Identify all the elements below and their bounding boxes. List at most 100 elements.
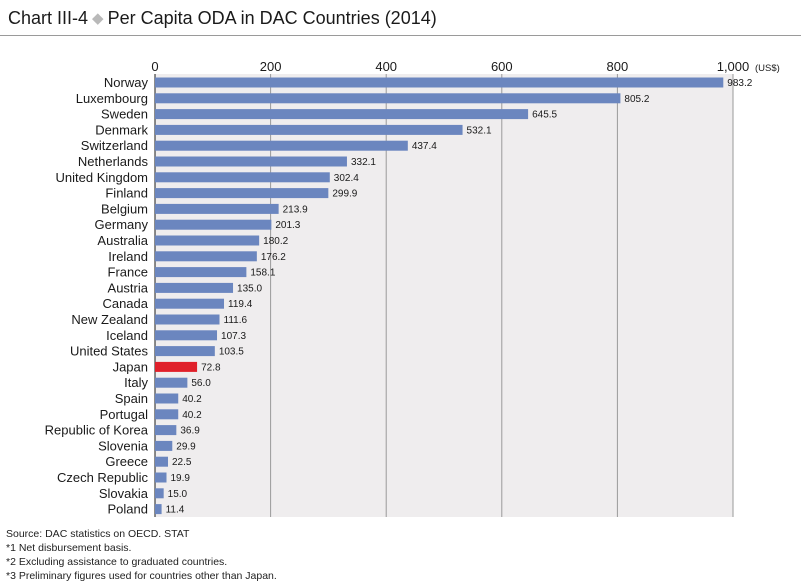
value-label: 22.5 [172, 457, 192, 468]
value-label: 437.4 [412, 141, 437, 152]
category-label: Italy [124, 375, 148, 390]
unit-label: (US$) [755, 63, 780, 74]
category-label: Iceland [106, 328, 148, 343]
x-tick-label: 1,000 [717, 59, 750, 74]
category-label: Belgium [101, 201, 148, 216]
value-label: 111.6 [224, 315, 248, 326]
chart-notes: Source: DAC statistics on OECD. STAT *1 … [6, 527, 277, 583]
category-label: Finland [105, 186, 148, 201]
category-label: Germany [95, 217, 149, 232]
bar [155, 203, 279, 214]
value-label: 15.0 [168, 489, 188, 500]
bar [155, 267, 247, 278]
value-label: 332.1 [351, 157, 376, 168]
value-label: 135.0 [237, 283, 262, 294]
x-tick-label: 0 [151, 59, 158, 74]
chart-title-prefix: Chart III-4 [8, 8, 89, 28]
bar [155, 425, 177, 436]
bar [155, 440, 173, 451]
category-label: United States [70, 344, 149, 359]
category-label: Netherlands [78, 154, 149, 169]
bar [155, 219, 272, 230]
category-label: New Zealand [71, 312, 148, 327]
category-label: Japan [113, 359, 148, 374]
category-label: Austria [108, 280, 149, 295]
bar [155, 140, 408, 151]
category-label: Slovakia [99, 486, 149, 501]
value-label: 19.9 [171, 473, 191, 484]
bar [155, 77, 724, 88]
category-label: France [108, 265, 148, 280]
footnote-1: *1 Net disbursement basis. [6, 542, 132, 554]
bar-chart: 0 200 400 600 800 1,000 (US$) Norway 983.2 Luxemb… [45, 59, 780, 517]
value-label: 119.4 [228, 299, 253, 310]
value-label: 56.0 [191, 378, 211, 389]
bar [155, 93, 621, 104]
bar [155, 330, 218, 341]
bar [155, 488, 164, 499]
bar [155, 298, 225, 309]
value-label: 36.9 [180, 426, 200, 437]
category-label: Spain [115, 391, 148, 406]
value-label: 532.1 [467, 125, 492, 136]
value-label: 805.2 [624, 94, 649, 105]
category-label: Norway [104, 75, 149, 90]
value-label: 72.8 [201, 362, 221, 373]
value-label: 29.9 [176, 441, 196, 452]
x-tick-label: 400 [375, 59, 397, 74]
value-label: 11.4 [166, 505, 185, 516]
category-label: Switzerland [81, 138, 148, 153]
bar [155, 172, 330, 183]
x-tick-label: 600 [491, 59, 513, 74]
value-label: 645.5 [532, 110, 557, 121]
bar [155, 251, 257, 262]
bar [155, 361, 198, 372]
category-label: Luxembourg [76, 91, 148, 106]
bar [155, 409, 179, 420]
category-label: Portugal [100, 407, 149, 422]
category-label: Slovenia [98, 438, 149, 453]
category-label: Sweden [101, 107, 148, 122]
category-label: Denmark [95, 122, 148, 137]
chart-title-text: Per Capita ODA in DAC Countries (2014) [107, 8, 437, 28]
value-label: 201.3 [275, 220, 300, 231]
bar [155, 393, 179, 404]
value-label: 180.2 [263, 236, 288, 247]
category-label: Ireland [108, 249, 148, 264]
bar [155, 504, 162, 515]
footnote-2: *2 Excluding assistance to graduated cou… [6, 556, 228, 568]
bar [155, 156, 347, 167]
value-label: 103.5 [219, 347, 244, 358]
category-label: Greece [105, 454, 148, 469]
bar [155, 314, 220, 325]
bar [155, 377, 188, 388]
value-label: 983.2 [727, 78, 752, 89]
bar [155, 282, 234, 293]
bar [155, 109, 529, 120]
bar [155, 124, 463, 135]
bar [155, 346, 215, 357]
value-label: 40.2 [182, 410, 202, 421]
category-label: United Kingdom [56, 170, 149, 185]
value-label: 176.2 [261, 252, 286, 263]
plot-area [155, 74, 733, 517]
category-label: Republic of Korea [45, 423, 149, 438]
x-tick-label: 200 [260, 59, 282, 74]
category-label: Canada [102, 296, 148, 311]
value-label: 213.9 [283, 204, 308, 215]
title-bar: Chart III-4 ◆ Per Capita ODA in DAC Countr… [0, 0, 801, 36]
source-note: Source: DAC statistics on OECD. STAT [6, 528, 190, 540]
value-label: 107.3 [221, 331, 246, 342]
footnote-3: *3 Preliminary figures used for countrie… [6, 570, 277, 582]
value-label: 40.2 [182, 394, 202, 405]
bar [155, 456, 169, 467]
value-label: 158.1 [250, 268, 275, 279]
bar [155, 235, 260, 246]
x-tick-label: 800 [607, 59, 629, 74]
category-label: Australia [97, 233, 148, 248]
bar [155, 188, 329, 199]
title-divider [0, 35, 801, 36]
category-label: Czech Republic [57, 470, 149, 485]
value-label: 299.9 [332, 189, 357, 200]
value-label: 302.4 [334, 173, 359, 184]
